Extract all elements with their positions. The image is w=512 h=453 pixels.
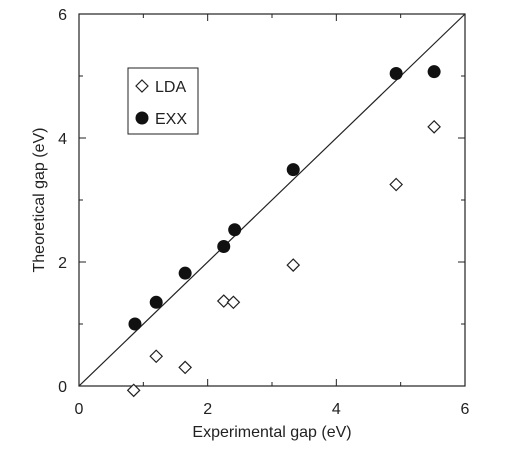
lda-point	[389, 177, 404, 192]
lda-point	[216, 294, 231, 308]
y-axis-title: Theoretical gap (eV)	[31, 128, 48, 273]
lda-point	[286, 258, 301, 272]
legend-exx-marker	[135, 111, 149, 125]
tick-labels: 0 2 4 6 0 2 4 6	[58, 7, 469, 418]
y-tick-label: 0	[58, 379, 67, 396]
x-tick-label: 6	[461, 401, 470, 418]
x-axis-title: Experimental gap (eV)	[192, 424, 351, 441]
exx-point	[149, 295, 163, 309]
x-tick-label: 2	[203, 401, 212, 418]
lda-point	[427, 119, 441, 134]
lda-point	[126, 383, 141, 398]
exx-point	[389, 67, 403, 81]
data-marks	[126, 65, 441, 398]
x-tick-label: 4	[332, 401, 341, 418]
exx-point	[286, 163, 300, 177]
x-tick-label: 0	[75, 401, 84, 418]
legend-lda-marker	[135, 79, 149, 93]
exx-point	[427, 65, 441, 79]
y-tick-label: 2	[58, 255, 67, 272]
legend: LDA EXX	[127, 67, 199, 135]
exx-point	[228, 223, 242, 237]
axis-ticks	[78, 13, 466, 387]
lda-point	[178, 360, 192, 375]
lda-point	[149, 349, 164, 364]
lda-point	[226, 295, 241, 310]
exx-point	[178, 266, 192, 280]
legend-exx-label: EXX	[155, 111, 187, 128]
y-tick-label: 4	[58, 131, 67, 148]
y-tick-label: 6	[58, 7, 67, 24]
legend-lda-label: LDA	[155, 79, 186, 96]
exx-point	[217, 240, 231, 253]
exx-point	[128, 317, 142, 331]
